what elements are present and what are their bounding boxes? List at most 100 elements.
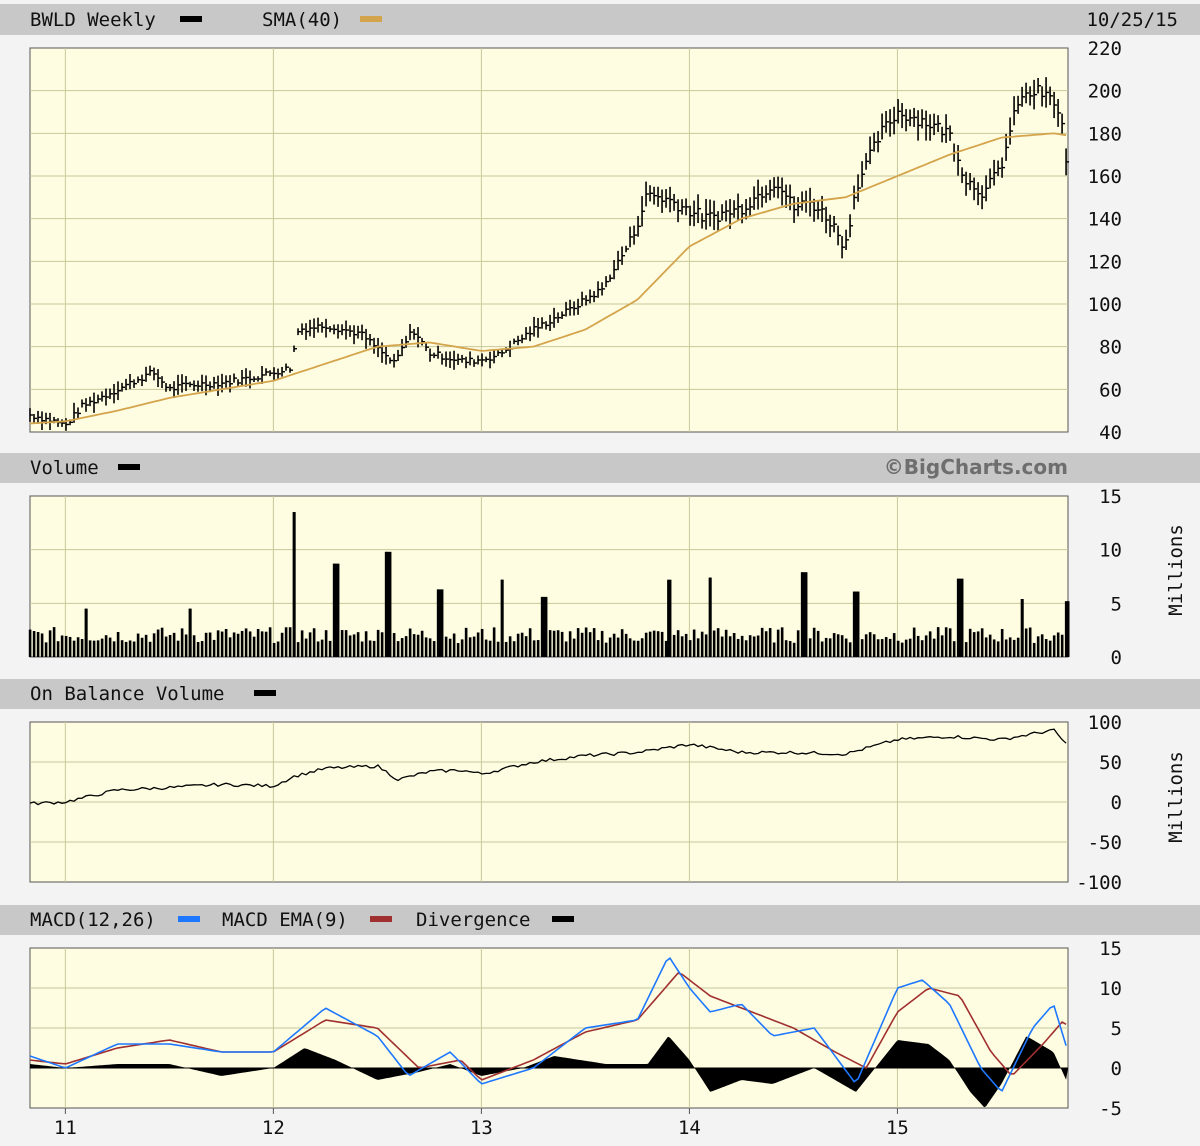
- volume-bar: [568, 631, 572, 657]
- volume-bar: [164, 636, 168, 657]
- volume-spike: [1066, 601, 1070, 657]
- price-bar: [665, 189, 670, 208]
- x-axis: 11 12 13 14 15: [54, 1108, 909, 1139]
- macd-ytick-label: 10: [1099, 978, 1122, 1000]
- macd-ema-legend-swatch: [370, 916, 392, 922]
- price-bar: [425, 343, 430, 352]
- divergence-label: Divergence: [416, 909, 530, 931]
- volume-bar: [760, 627, 764, 657]
- volume-bar: [344, 630, 348, 657]
- price-bar: [1017, 95, 1022, 114]
- price-bar: [217, 375, 222, 396]
- volume-bar: [448, 638, 452, 657]
- volume-bar: [396, 641, 400, 657]
- price-bar: [613, 259, 618, 280]
- price-bar: [525, 327, 530, 340]
- volume-bar: [224, 629, 228, 657]
- price-bar: [193, 380, 198, 392]
- price-bar: [521, 334, 526, 344]
- price-bar: [637, 215, 642, 237]
- volume-bar: [480, 628, 484, 657]
- volume-bar: [552, 630, 556, 657]
- x-tick-label: 13: [470, 1117, 493, 1139]
- volume-bar: [196, 641, 200, 657]
- volume-bar: [856, 591, 860, 657]
- price-bar: [133, 379, 138, 388]
- volume-bar: [464, 627, 468, 657]
- volume-bar: [872, 634, 876, 657]
- price-bar: [673, 193, 678, 211]
- price-bar: [957, 144, 962, 176]
- volume-bar: [356, 632, 360, 657]
- volume-bar: [1032, 642, 1036, 657]
- price-bar: [661, 189, 666, 213]
- volume-bar: [276, 641, 280, 657]
- price-bar: [285, 363, 290, 371]
- volume-bar: [860, 639, 864, 657]
- price-bar: [561, 311, 566, 319]
- volume-bar: [796, 630, 800, 657]
- volume-bar: [976, 631, 980, 657]
- price-bar: [845, 229, 850, 250]
- price-bar: [445, 351, 450, 367]
- volume-bar: [800, 572, 804, 657]
- volume-bar: [1008, 637, 1012, 657]
- volume-bar: [540, 596, 544, 657]
- volume-bar: [1024, 628, 1028, 657]
- price-bar: [761, 186, 766, 208]
- volume-spike: [334, 563, 338, 657]
- price-bar: [785, 184, 790, 208]
- volume-bar: [944, 627, 948, 657]
- price-bar: [433, 352, 438, 359]
- volume-bar: [812, 627, 816, 657]
- volume-bar: [968, 628, 972, 657]
- price-bar: [165, 383, 170, 392]
- volume-bar: [1036, 636, 1040, 657]
- volume-bar: [128, 640, 132, 657]
- volume-bar: [404, 636, 408, 657]
- volume-bar: [432, 641, 436, 657]
- price-bar: [733, 200, 738, 218]
- price-bar: [145, 366, 150, 382]
- volume-bar: [808, 638, 812, 657]
- volume-spike: [708, 577, 712, 657]
- volume-bar: [904, 639, 908, 657]
- volume-bar: [548, 630, 552, 657]
- price-bar: [1057, 99, 1062, 127]
- volume-bar: [144, 634, 148, 657]
- volume-bar: [736, 638, 740, 657]
- macd-label: MACD(12,26): [30, 909, 156, 931]
- price-bar: [1005, 133, 1010, 161]
- volume-bar: [80, 639, 84, 657]
- volume-bar: [352, 634, 356, 657]
- price-bar: [981, 185, 986, 210]
- price-bar: [281, 366, 286, 377]
- volume-bar: [176, 640, 180, 657]
- volume-bar: [272, 642, 276, 657]
- volume-bar: [212, 639, 216, 657]
- volume-bar: [804, 572, 808, 657]
- price-bar: [513, 338, 518, 345]
- volume-bar: [888, 638, 892, 657]
- volume-bar: [584, 627, 588, 657]
- volume-bar: [364, 631, 368, 657]
- price-bar: [585, 295, 590, 306]
- volume-bar: [920, 640, 924, 657]
- macd-ytick-label: 15: [1099, 938, 1122, 960]
- sma-label: SMA(40): [262, 9, 342, 31]
- volume-bar: [428, 638, 432, 657]
- volume-bar: [60, 635, 64, 657]
- x-tick-label: 11: [54, 1117, 77, 1139]
- price-bar: [905, 109, 910, 132]
- volume-bar: [528, 628, 532, 657]
- volume-bar: [884, 637, 888, 657]
- price-bar: [653, 186, 658, 205]
- volume-bar: [844, 638, 848, 657]
- macd-ytick-label: 5: [1111, 1018, 1122, 1040]
- volume-bar: [656, 631, 660, 657]
- volume-bar: [728, 636, 732, 657]
- volume-bar: [612, 633, 616, 657]
- volume-bar: [564, 641, 568, 657]
- volume-bar: [644, 632, 648, 657]
- price-bar: [889, 109, 894, 137]
